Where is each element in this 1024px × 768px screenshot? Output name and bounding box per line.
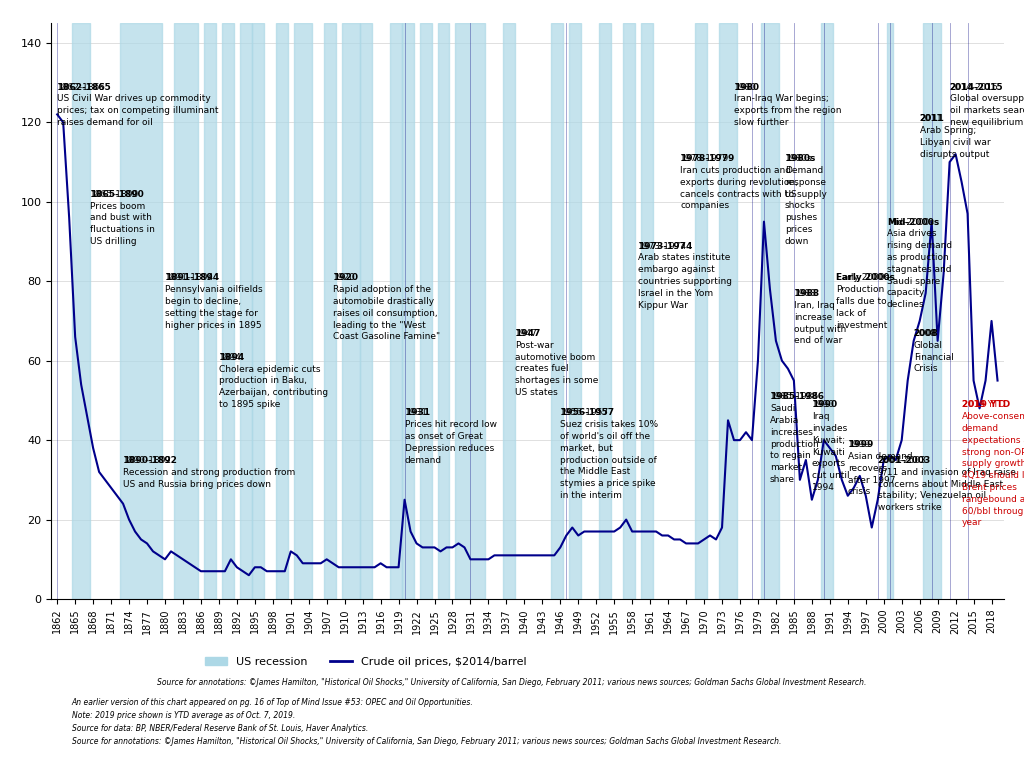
Text: 1956-1957
Suez crisis takes 10%
of world's oil off the
market, but
production ou: 1956-1957 Suez crisis takes 10% of world… [560, 409, 658, 500]
Text: Mid-2000s: Mid-2000s [887, 217, 939, 227]
Bar [120, 23, 162, 599]
Text: Mid-2000s
Asia drives
rising demand
as production
stagnates and
Saudi spare
capa: Mid-2000s Asia drives rising demand as p… [887, 217, 952, 310]
Text: Early 2000s: Early 2000s [836, 273, 895, 283]
Text: 1978-1979: 1978-1979 [680, 154, 734, 163]
Bar [204, 23, 216, 599]
Text: 1985-1986: 1985-1986 [770, 392, 824, 402]
Text: 2019 YTD: 2019 YTD [962, 400, 1010, 409]
Bar [359, 23, 372, 599]
Bar [401, 23, 414, 599]
Bar [821, 23, 833, 599]
Bar [420, 23, 431, 599]
Text: 1980s
Demand
response
to supply
shocks
pushes
prices
down: 1980s Demand response to supply shocks p… [785, 154, 826, 246]
Text: 1931: 1931 [404, 409, 430, 417]
Text: 2011
Arab Spring;
Libyan civil war
disrupts output: 2011 Arab Spring; Libyan civil war disru… [920, 114, 990, 159]
Text: Source for annotations: ©James Hamilton, "Historical Oil Shocks," University of : Source for annotations: ©James Hamilton,… [72, 737, 781, 746]
Bar [342, 23, 359, 599]
Text: 2001-2003: 2001-2003 [878, 456, 931, 465]
Text: 1980s: 1980s [785, 154, 815, 163]
Text: 1894
Cholera epidemic cuts
production in Baku,
Azerbaijan, contributing
to 1895 : 1894 Cholera epidemic cuts production in… [219, 353, 328, 409]
Text: 1980: 1980 [734, 83, 759, 91]
Bar [641, 23, 653, 599]
Text: 2001-2003
9/11 and invasion of Iraq raise
concerns about Middle East
stability; : 2001-2003 9/11 and invasion of Iraq rais… [878, 456, 1016, 512]
Text: 1990
Iraq
invades
Kuwait;
Kuwaiti
exports
cut until
1994: 1990 Iraq invades Kuwait; Kuwaiti export… [812, 400, 850, 492]
Text: 1862-1865
US Civil War drives up commodity
prices; tax on competing illuminant
r: 1862-1865 US Civil War drives up commodi… [57, 83, 219, 127]
Legend: US recession, Crude oil prices, $2014/barrel: US recession, Crude oil prices, $2014/ba… [201, 652, 530, 671]
Text: 1890-1892: 1890-1892 [123, 456, 177, 465]
Text: 1947: 1947 [515, 329, 541, 338]
Text: 2008: 2008 [913, 329, 938, 338]
Bar [275, 23, 288, 599]
Bar [456, 23, 485, 599]
Text: 1894: 1894 [219, 353, 244, 362]
Text: 1980
Iran-Iraq War begins;
exports from the region
slow further: 1980 Iran-Iraq War begins; exports from … [734, 83, 842, 127]
Bar [174, 23, 198, 599]
Text: 1985-1986
Saudi
Arabia
increases
production
to regain
market
share: 1985-1986 Saudi Arabia increases product… [770, 392, 819, 484]
Bar [887, 23, 893, 599]
Text: 1931
Prices hit record low
as onset of Great
Depression reduces
demand: 1931 Prices hit record low as onset of G… [404, 409, 497, 465]
Text: 1891-1894
Pennsylvania oilfields
begin to decline,
setting the stage for
higher : 1891-1894 Pennsylvania oilfields begin t… [165, 273, 262, 329]
Bar [240, 23, 252, 599]
Text: 1865-1890: 1865-1890 [90, 190, 144, 199]
Bar [923, 23, 941, 599]
Bar [599, 23, 611, 599]
Text: 1999
Asian demand
recovers
after 1997
crisis: 1999 Asian demand recovers after 1997 cr… [848, 440, 912, 496]
Text: 1891-1894: 1891-1894 [165, 273, 219, 283]
Text: 1947
Post-war
automotive boom
creates fuel
shortages in some
US states: 1947 Post-war automotive boom creates fu… [515, 329, 599, 397]
Text: 1999: 1999 [848, 440, 873, 449]
Text: 1973-1974
Arab states institute
embargo against
countries supporting
Israel in t: 1973-1974 Arab states institute embargo … [638, 241, 732, 310]
Text: 1920
Rapid adoption of the
automobile drastically
raises oil consumption,
leadin: 1920 Rapid adoption of the automobile dr… [333, 273, 440, 341]
Bar [761, 23, 779, 599]
Text: 1973-1974: 1973-1974 [638, 241, 692, 250]
Text: Early 2000s
Production
falls due to
lack of
investment: Early 2000s Production falls due to lack… [836, 273, 889, 329]
Bar [294, 23, 311, 599]
Text: An earlier version of this chart appeared on pg. 16 of Top of Mind Issue #53: OP: An earlier version of this chart appeare… [72, 698, 473, 707]
Text: Source for data: BP, NBER/Federal Reserve Bank of St. Louis, Haver Analytics.: Source for data: BP, NBER/Federal Reserv… [72, 724, 368, 733]
Text: 1920: 1920 [333, 273, 357, 283]
Text: 1988: 1988 [794, 290, 819, 298]
Bar [252, 23, 264, 599]
Text: 2008
Global
Financial
Crisis: 2008 Global Financial Crisis [913, 329, 953, 373]
Bar [324, 23, 336, 599]
Bar [222, 23, 233, 599]
Text: 1988
Iran, Iraq
increase
output with
end of war: 1988 Iran, Iraq increase output with end… [794, 290, 846, 346]
Text: 2019 YTD
Above-consensus
demand
expectations and
strong non-OPEC
supply growth f: 2019 YTD Above-consensus demand expectat… [962, 400, 1024, 528]
Bar [695, 23, 707, 599]
Bar [389, 23, 401, 599]
Bar [437, 23, 450, 599]
Bar [551, 23, 563, 599]
Text: Note: 2019 price shown is YTD average as of Oct. 7, 2019.: Note: 2019 price shown is YTD average as… [72, 711, 295, 720]
Text: 2011: 2011 [920, 114, 944, 124]
Text: 2014-2015: 2014-2015 [949, 83, 1004, 91]
Text: 1890-1892
Recession and strong production from
US and Russia bring prices down: 1890-1892 Recession and strong productio… [123, 456, 295, 488]
Text: 1990: 1990 [812, 400, 837, 409]
Bar [504, 23, 515, 599]
Text: 1865-1890
Prices boom
and bust with
fluctuations in
US drilling: 1865-1890 Prices boom and bust with fluc… [90, 190, 155, 246]
Bar [624, 23, 635, 599]
Text: 1956-1957: 1956-1957 [560, 409, 614, 417]
Text: Source for annotations: ©James Hamilton, "Historical Oil Shocks," University of : Source for annotations: ©James Hamilton,… [158, 678, 866, 687]
Text: 1862-1865: 1862-1865 [57, 83, 111, 91]
Bar [72, 23, 90, 599]
Text: 2014-2015
Global oversupply leaves
oil markets searching for
new equilibrium: 2014-2015 Global oversupply leaves oil m… [949, 83, 1024, 127]
Bar [719, 23, 737, 599]
Bar [569, 23, 582, 599]
Text: 1978-1979
Iran cuts production and
exports during revolution,
cancels contracts : 1978-1979 Iran cuts production and expor… [680, 154, 798, 210]
